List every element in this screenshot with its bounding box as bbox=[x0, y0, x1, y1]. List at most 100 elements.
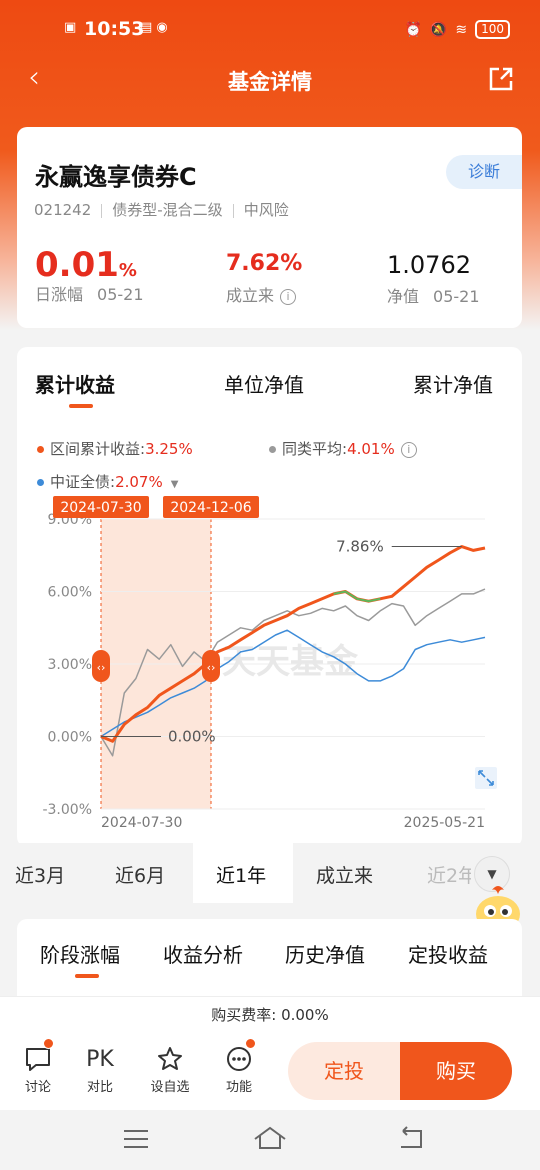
y-tick-label: 0.00% bbox=[48, 730, 92, 746]
notification-dot bbox=[43, 1038, 54, 1049]
back-nav-icon[interactable] bbox=[397, 1126, 425, 1152]
more-icon bbox=[227, 1047, 251, 1071]
fund-type: 债券型-混合二级 bbox=[112, 201, 223, 219]
share-icon[interactable] bbox=[488, 66, 514, 92]
bottom-toolbar: 讨论 PK 对比 设自选 功能 定投 购买 bbox=[0, 1032, 540, 1110]
legend-bench-value: 2.07% bbox=[115, 473, 163, 491]
series-line-0 bbox=[100, 545, 486, 743]
alarm-icon: ⏰ bbox=[404, 21, 422, 38]
legend-fund-label: 区间累计收益: bbox=[50, 440, 146, 458]
nav-label: 净值 bbox=[387, 287, 420, 306]
menu-icon[interactable] bbox=[122, 1128, 150, 1150]
tab-return-analysis[interactable]: 收益分析 bbox=[163, 943, 243, 967]
range-active-bg bbox=[193, 843, 293, 903]
range-3m[interactable]: 近3月 bbox=[15, 865, 66, 887]
system-nav bbox=[0, 1110, 540, 1170]
tab-dingtou-returns[interactable]: 定投收益 bbox=[408, 943, 488, 967]
range-end-tag-label: 2024-12-06 bbox=[170, 500, 251, 516]
fund-summary-card: 永赢逸享债券C 诊断 021242 债券型-混合二级 中风险 0.01% 日涨幅 05… bbox=[17, 127, 522, 328]
legend-peer-label: 同类平均: bbox=[282, 440, 348, 458]
zero-annotation: 0.00% bbox=[168, 728, 216, 746]
range-since-inception[interactable]: 成立来 bbox=[316, 865, 374, 887]
tab-cumulative-nav[interactable]: 累计净值 bbox=[413, 373, 493, 397]
svg-text:‹›: ‹› bbox=[97, 661, 106, 674]
discuss-button[interactable]: 讨论 bbox=[13, 1038, 63, 1095]
max-annotation: 7.86% bbox=[336, 538, 384, 556]
wifi-icon: ≋ bbox=[455, 21, 468, 38]
legend-peer: 同类平均:4.01% i bbox=[269, 438, 417, 459]
legend-benchmark[interactable]: 中证全债:2.07% ▼ bbox=[37, 471, 178, 492]
status-time: 10:53 bbox=[84, 18, 145, 40]
star-plus-icon bbox=[158, 1047, 182, 1070]
return-chart[interactable]: 9.00%6.00%3.00%0.00%-3.00% 天天基金 7.86% 0.… bbox=[17, 495, 522, 835]
since-inception-label: 成立来 bbox=[226, 286, 275, 305]
range-6m[interactable]: 近6月 bbox=[115, 865, 166, 887]
diagnose-button[interactable]: 诊断 bbox=[446, 155, 522, 189]
info-icon[interactable]: i bbox=[280, 288, 297, 305]
compare-label: 对比 bbox=[86, 1080, 113, 1095]
sim-icon: ▣ bbox=[64, 20, 77, 35]
range-end-handle[interactable]: ‹› bbox=[202, 650, 220, 682]
svg-text:‹›: ‹› bbox=[207, 661, 216, 674]
daily-change-value: 0.01 bbox=[35, 245, 119, 285]
active-tab-indicator bbox=[69, 404, 93, 408]
tab-cumulative-return[interactable]: 累计收益 bbox=[35, 373, 115, 397]
y-tick-label: 6.00% bbox=[48, 585, 92, 601]
tab-unit-nav[interactable]: 单位净值 bbox=[224, 373, 304, 397]
pk-icon: PK bbox=[86, 1046, 114, 1072]
range-start-handle[interactable]: ‹› bbox=[92, 650, 110, 682]
functions-label: 功能 bbox=[225, 1080, 252, 1095]
notification-dot bbox=[245, 1038, 256, 1049]
back-icon[interactable]: ‹ bbox=[28, 60, 40, 95]
nav-date: 05-21 bbox=[433, 287, 480, 306]
chat-icon bbox=[26, 1048, 50, 1071]
since-inception-metric: 7.62% 成立来 i bbox=[226, 251, 302, 306]
top-nav: ‹ 基金详情 bbox=[0, 58, 540, 104]
daily-change-unit: % bbox=[118, 260, 137, 281]
purchase-fee: 购买费率: 0.00% bbox=[0, 996, 540, 1032]
range-2y[interactable]: 近2年 bbox=[427, 865, 471, 887]
watermark: 天天基金 bbox=[222, 642, 359, 682]
fullscreen-icon[interactable] bbox=[475, 767, 497, 789]
legend-fund-value: 3.25% bbox=[145, 440, 193, 458]
x-end-label: 2025-05-21 bbox=[404, 815, 485, 831]
y-tick-label: -3.00% bbox=[42, 802, 92, 818]
notification-icons: ▤ ◉ bbox=[140, 20, 168, 35]
compare-button[interactable]: PK 对比 bbox=[75, 1042, 125, 1096]
dropdown-icon[interactable]: ▼ bbox=[170, 479, 179, 490]
legend-fund: 区间累计收益:3.25% bbox=[37, 438, 193, 459]
nav-metric: 1.0762 净值 05-21 bbox=[387, 251, 480, 307]
watchlist-label: 设自选 bbox=[150, 1080, 190, 1095]
y-tick-label: 3.00% bbox=[48, 657, 92, 673]
fund-meta: 021242 债券型-混合二级 中风险 bbox=[34, 199, 289, 220]
watchlist-button[interactable]: 设自选 bbox=[145, 1042, 195, 1095]
fund-risk: 中风险 bbox=[243, 201, 289, 219]
daily-change-metric: 0.01% 日涨幅 05-21 bbox=[35, 245, 144, 305]
chart-card: 累计收益 单位净值 累计净值 区间累计收益:3.25% 同类平均:4.01% i … bbox=[17, 347, 522, 847]
range-start-tag-label: 2024-07-30 bbox=[60, 500, 141, 516]
fund-code: 021242 bbox=[34, 201, 92, 219]
range-1y[interactable]: 近1年 bbox=[216, 865, 267, 887]
status-bar: ▣ 10:53 ▤ ◉ ⏰ 🔕 ≋ 100 bbox=[0, 0, 540, 58]
buy-button[interactable]: 购买 bbox=[400, 1042, 512, 1100]
range-end-tag bbox=[163, 496, 259, 518]
x-start-label: 2024-07-30 bbox=[101, 815, 182, 831]
daily-change-date: 05-21 bbox=[97, 285, 144, 304]
tab-stage-returns[interactable]: 阶段涨幅 bbox=[40, 943, 120, 967]
battery-indicator: 100 bbox=[475, 20, 510, 39]
dingtou-button[interactable]: 定投 bbox=[288, 1042, 400, 1100]
legend-bench-label: 中证全债: bbox=[50, 473, 116, 491]
info-icon[interactable]: i bbox=[400, 441, 417, 458]
tab-history-nav[interactable]: 历史净值 bbox=[285, 943, 365, 967]
section-card: 阶段涨幅 收益分析 历史净值 定投收益 bbox=[17, 919, 522, 999]
expand-ranges-icon[interactable]: ▼ bbox=[474, 856, 510, 892]
legend-peer-value: 4.01% bbox=[347, 440, 395, 458]
daily-change-label: 日涨幅 bbox=[35, 285, 84, 304]
series-layer bbox=[100, 545, 486, 757]
home-icon[interactable] bbox=[252, 1124, 288, 1152]
fund-name: 永赢逸享债券C bbox=[35, 163, 197, 191]
functions-button[interactable]: 功能 bbox=[214, 1038, 264, 1095]
discuss-label: 讨论 bbox=[24, 1080, 51, 1095]
highlight-segment bbox=[333, 590, 381, 603]
page-title: 基金详情 bbox=[228, 70, 312, 94]
